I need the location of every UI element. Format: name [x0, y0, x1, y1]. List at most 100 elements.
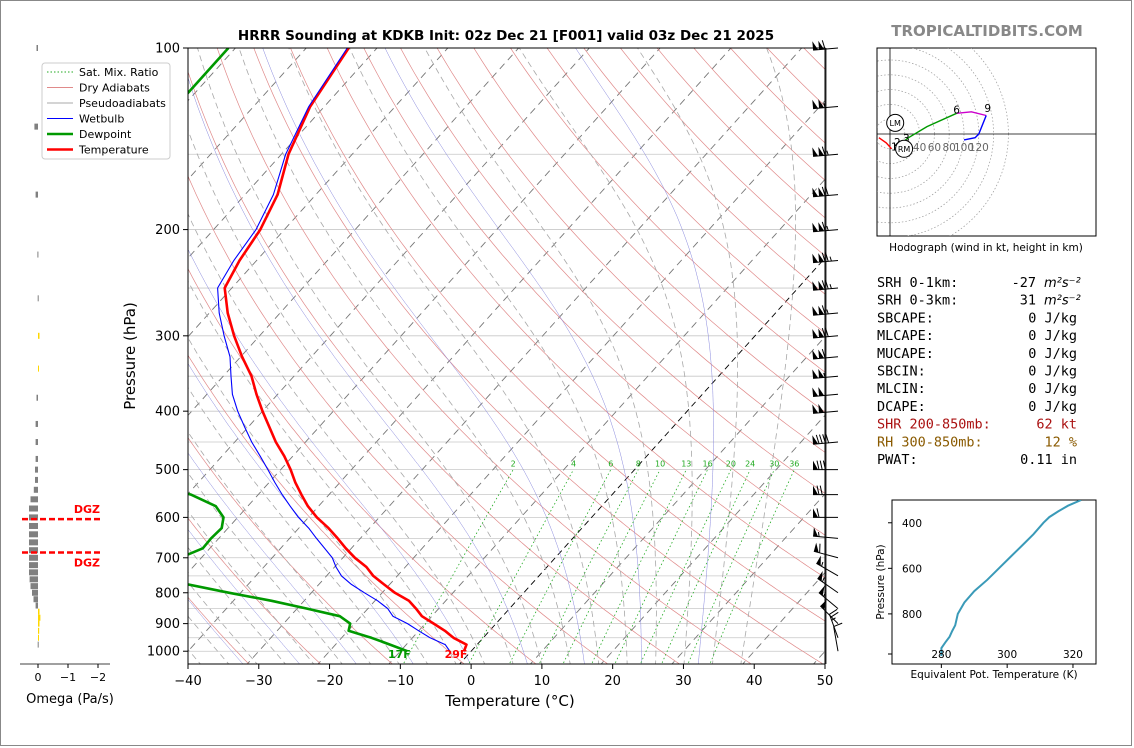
pseudoadiabat [740, 48, 796, 664]
dry-adiabat [436, 48, 825, 453]
wetbulb-line [188, 248, 471, 664]
barb-feather [825, 327, 829, 337]
pseudoadiabat [349, 48, 628, 664]
isotherm [388, 178, 825, 664]
dry-adiabat [546, 48, 825, 334]
isotherm [246, 48, 803, 664]
omega-tick-label: −2 [90, 671, 106, 684]
wind-barbs [812, 40, 843, 664]
theta-e-x-axis-label: Equivalent Pot. Temperature (K) [910, 669, 1077, 681]
legend: Sat. Mix. Ratio Dry Adiabats Pseudoadiabat… [41, 62, 171, 160]
theta-e-x-tick-label: 300 [997, 649, 1017, 661]
index-label: SBCAPE: [877, 310, 934, 326]
mixing-ratio-tick-label: 24 [745, 460, 755, 469]
wind-barb [812, 186, 839, 198]
index-label: RH 300-850mb: [877, 434, 983, 450]
pseudoadiabat [188, 648, 201, 664]
index-label: SRH 0-3km: [877, 293, 958, 309]
index-label: MLCIN: [877, 381, 926, 397]
pseudoadiabat [518, 48, 693, 664]
mixing-ratio-tick-label: 10 [655, 460, 665, 469]
isotherm [188, 48, 520, 416]
mixing-ratio-tick-label: 2 [511, 460, 516, 469]
omega-bar [29, 514, 38, 521]
mixing-ratio-line [639, 469, 732, 664]
x-tick-label: −30 [245, 674, 272, 689]
dry-adiabat [188, 596, 250, 664]
barb-pennant [812, 306, 819, 316]
barb-feather [822, 460, 826, 470]
hodograph-marker [895, 139, 914, 158]
omega-bar [29, 576, 38, 583]
hodograph-panel: 2040608010012012369LMRMHodograph (wind i… [876, 47, 1097, 254]
barb-pennant [818, 349, 825, 359]
barb-feather [830, 611, 839, 618]
index-label: MUCAPE: [877, 346, 934, 362]
dry-adiabat [326, 48, 825, 579]
omega-bar [38, 608, 40, 615]
series-temperature [223, 48, 468, 652]
index-label: PWAT: [877, 452, 918, 468]
omega-bar [29, 505, 38, 512]
barb-pennant [812, 387, 819, 397]
barb-half-feather [821, 577, 825, 583]
wetbulb-line [188, 363, 414, 664]
legend-label: Sat. Mix. Ratio [79, 66, 159, 79]
dry-adiabat [510, 48, 825, 373]
mixing-ratio-line [402, 469, 514, 664]
pseudoadiabat [0, 260, 174, 666]
hodograph-ring-label: 40 [913, 142, 926, 154]
legend-label: Dewpoint [79, 128, 132, 141]
barb-staff [813, 356, 839, 360]
mixing-ratio-line [508, 469, 612, 664]
barb-pennant [812, 329, 819, 338]
hodograph-segment [963, 115, 987, 141]
theta-e-line [940, 500, 1082, 656]
barb-half-feather [826, 150, 829, 156]
legend-box [41, 62, 171, 160]
watermark: TROPICALTIDBITS.COM [891, 22, 1083, 40]
omega-bar [38, 627, 40, 634]
wind-barb [812, 99, 839, 110]
barb-feather [821, 348, 826, 359]
barb-pennant [816, 555, 821, 566]
barb-pennant [817, 571, 823, 582]
barb-pennant [818, 328, 825, 338]
mixing-ratio-line [538, 469, 639, 664]
barb-pennant [818, 305, 825, 315]
barb-staff [817, 578, 839, 594]
y-tick-label: 400 [155, 405, 180, 420]
barb-staff [813, 229, 839, 233]
pseudoadiabat [188, 386, 400, 664]
hodograph-ring-label: 80 [943, 142, 956, 154]
barb-feather [821, 280, 826, 290]
barb-pennant [812, 222, 819, 232]
barb-half-feather [821, 561, 824, 567]
skewt-ticks: −40 −30 −20 −10 0 10 20 30 40 50 100 200 300 400 500 60… [147, 42, 833, 690]
hodograph-plot: 2040608010012012369LMRM [877, 48, 1096, 236]
theta-e-y-axis-label: Pressure (hPa) [875, 544, 887, 619]
omega-bar [29, 554, 38, 561]
barb-feather [821, 252, 826, 262]
y-tick-label: 100 [155, 42, 180, 57]
mixing-ratio-tick-label: 30 [769, 460, 779, 469]
hodograph-ring-label: 100 [954, 142, 974, 154]
isotherm [459, 257, 825, 664]
omega-bar [35, 420, 38, 427]
pseudoadiabat [238, 48, 571, 664]
barb-pennant [813, 542, 819, 553]
y-tick-label: 800 [155, 586, 180, 601]
y-tick-label: 700 [155, 551, 180, 566]
pseudoadiabat [188, 337, 429, 664]
wind-barb [817, 571, 839, 594]
wind-barb [812, 368, 839, 379]
barb-pennant [812, 187, 819, 197]
dry-adiabat [400, 48, 825, 494]
omega-bar [35, 439, 38, 446]
barb-pennant [812, 147, 819, 157]
wetbulb-line [188, 452, 357, 664]
x-tick-label: 20 [604, 674, 621, 689]
barb-feather [821, 186, 826, 196]
mixing-ratio-labels: 2 4 6 8 10 13 16 20 24 30 36 [511, 460, 800, 469]
